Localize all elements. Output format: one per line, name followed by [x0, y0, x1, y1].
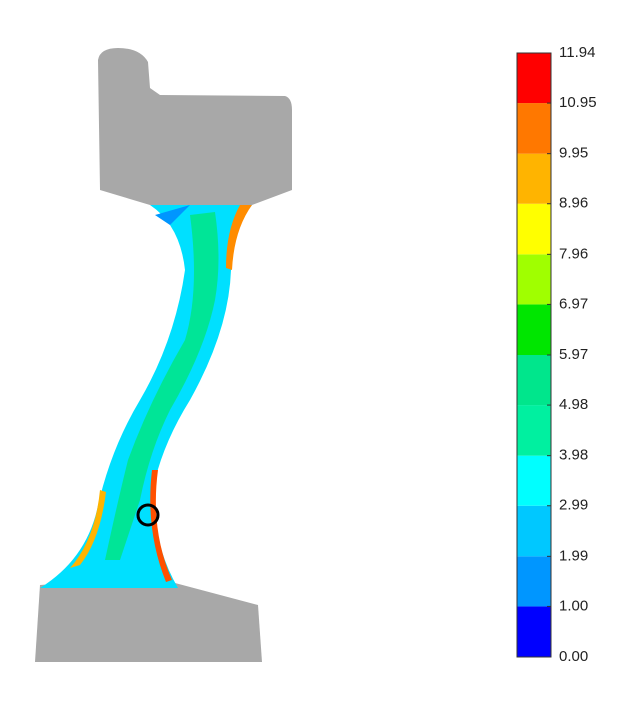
colorbar-band	[517, 556, 551, 607]
colorbar-band	[517, 505, 551, 557]
colorbar-band	[517, 304, 551, 355]
bottom-grip	[35, 580, 262, 662]
tick-label: 1.99	[559, 547, 588, 564]
tick-label: 0.00	[559, 648, 588, 665]
neck-right-edge	[226, 205, 252, 270]
neck-green-band	[105, 212, 219, 560]
tick-label: 8.96	[559, 195, 588, 212]
top-grip	[98, 48, 292, 205]
tick-label: 2.99	[559, 497, 588, 514]
colorbar-band	[517, 606, 551, 657]
marker-circle	[136, 503, 160, 527]
colorbar-band	[517, 53, 551, 104]
tick-label: 5.97	[559, 346, 588, 363]
specimen	[35, 48, 292, 662]
colorbar-band	[517, 405, 551, 456]
neck-left-edge	[150, 470, 172, 582]
neck-left-outer	[70, 490, 106, 568]
colorbar-band	[517, 455, 551, 506]
colorbar-band	[517, 103, 551, 154]
neck	[40, 205, 252, 588]
tick-label: 6.97	[559, 295, 588, 312]
tick-label: 1.00	[559, 597, 588, 614]
tick-label: 11.94	[559, 44, 595, 61]
tick-label: 9.95	[559, 145, 588, 162]
tick-label: 7.96	[559, 245, 588, 262]
colorbar: 0.00 1.00 1.99 2.99 3.98 4.98 5.97 6.97 7.96 8.96…	[516, 44, 597, 665]
tick-label: 10.95	[559, 94, 597, 111]
tick-label: 3.98	[559, 447, 588, 464]
colorbar-band	[517, 153, 551, 204]
neck-blue-spot	[155, 205, 190, 225]
colorbar-band	[517, 203, 551, 255]
colorbar-band	[517, 254, 551, 305]
tick-label: 4.98	[559, 396, 588, 413]
colorbar-band	[517, 355, 551, 406]
